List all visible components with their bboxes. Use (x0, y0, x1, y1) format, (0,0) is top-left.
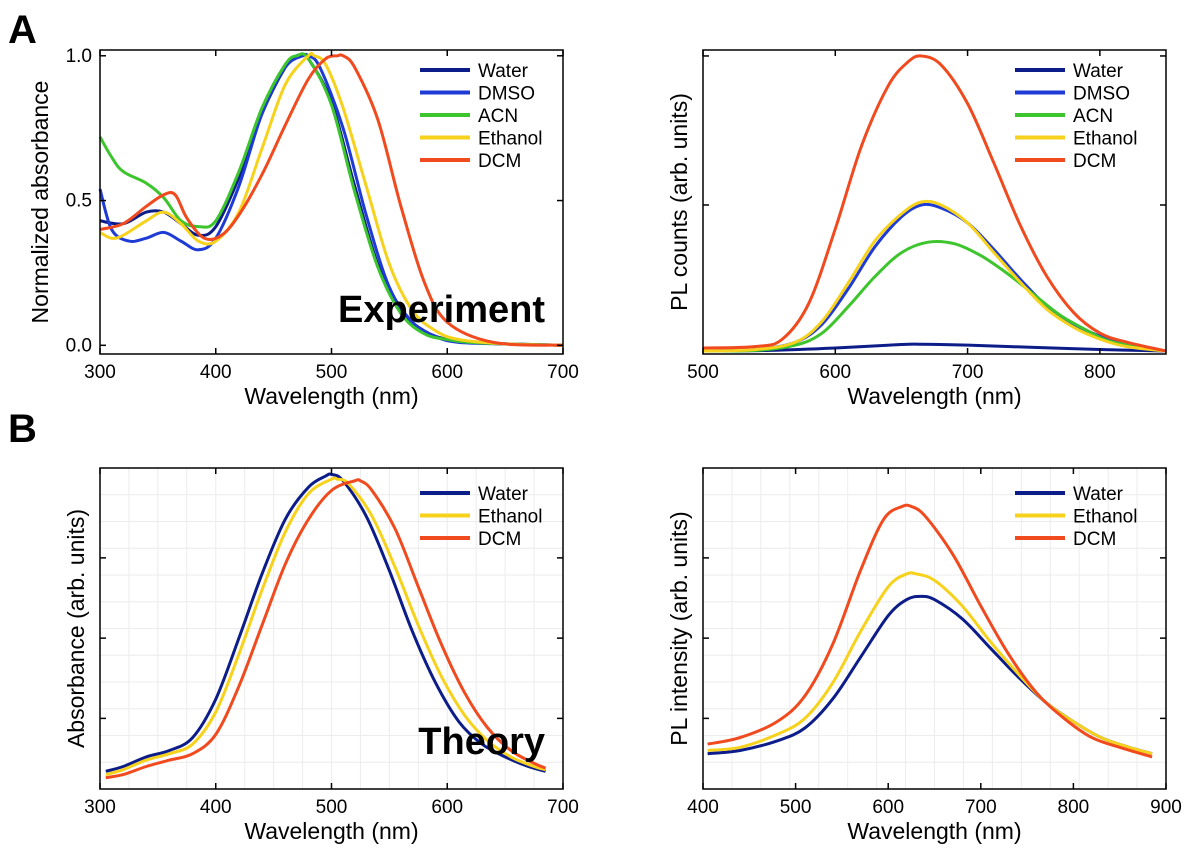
legend-label-dmso: DMSO (1073, 84, 1130, 105)
legend-label-dcm: DCM (478, 529, 521, 550)
exp-absorbance-series-acn (98, 52, 564, 347)
exp-pl-series-acn (702, 239, 1167, 353)
exp-pl-chart: 500 600 700 800 Wavelength (nm) PL counts (ar… (666, 49, 1167, 409)
x-tick-label: 300 (84, 797, 116, 818)
legend-label-water: Water (1073, 484, 1124, 505)
x-tick-label: 500 (316, 797, 348, 818)
x-tick-label: 400 (687, 797, 719, 818)
legend-label-ethanol: Ethanol (478, 129, 542, 150)
x-axis-label: Wavelength (nm) (244, 383, 418, 409)
y-tick-label: 0.0 (66, 335, 92, 356)
panel-label-b: B (8, 407, 37, 451)
x-tick-label: 400 (200, 797, 232, 818)
theory-pl-series-dcm (707, 503, 1153, 759)
legend-label-dcm: DCM (1073, 151, 1116, 172)
theory-absorbance-chart: 300 400 500 600 700 Wavelength (nm) Absorbance… (63, 467, 579, 844)
x-tick-label: 600 (819, 362, 851, 383)
x-tick-label: 500 (780, 797, 812, 818)
legend-label-dcm: DCM (1073, 529, 1116, 550)
exp-absorbance-series-dmso (98, 52, 564, 347)
exp-pl-series-ethanol (702, 199, 1167, 353)
y-axis-label: PL intensity (arb. units) (666, 511, 692, 745)
y-axis-label: PL counts (arb. units) (666, 93, 692, 311)
legend-label-water: Water (478, 61, 529, 82)
y-axis-label: Absorbance (arb. units) (63, 509, 89, 748)
legend-label-acn: ACN (478, 106, 518, 127)
x-tick-label: 700 (965, 797, 997, 818)
legend-label-ethanol: Ethanol (1073, 129, 1137, 150)
x-tick-label: 800 (1058, 797, 1090, 818)
x-tick-label: 600 (431, 362, 463, 383)
theory-absorbance-series-dcm (105, 478, 547, 780)
x-tick-label: 600 (431, 797, 463, 818)
legend-label-dmso: DMSO (478, 84, 535, 105)
y-axis-label: Normalized absorbance (27, 81, 53, 324)
panel-label-a: A (8, 8, 37, 52)
chart-annotation: Experiment (338, 289, 545, 331)
x-tick-label: 500 (316, 362, 348, 383)
x-tick-label: 800 (1084, 362, 1116, 383)
x-tick-label: 300 (84, 362, 116, 383)
legend-label-water: Water (478, 484, 529, 505)
legend-label-water: Water (1073, 61, 1124, 82)
x-tick-label: 500 (687, 362, 719, 383)
x-axis-label: Wavelength (nm) (847, 383, 1021, 409)
x-axis-label: Wavelength (nm) (847, 818, 1021, 844)
y-tick-label: 0.5 (66, 191, 92, 212)
x-tick-label: 400 (200, 362, 232, 383)
theory-pl-series-ethanol (707, 571, 1153, 756)
theory-absorbance-series-ethanol (105, 476, 546, 777)
legend-label-acn: ACN (1073, 106, 1113, 127)
theory-pl-chart: 400 500 600 700 800 900 Wavelength (nm) PL inte… (666, 467, 1182, 844)
exp-absorbance-series-dcm (99, 53, 564, 347)
legend-label-ethanol: Ethanol (478, 507, 542, 528)
x-tick-label: 700 (952, 362, 984, 383)
legend-label-dcm: DCM (478, 151, 521, 172)
exp-pl-series-water (702, 342, 1167, 353)
exp-absorbance-chart: 300 400 500 600 700 0.0 0.5 1.0 Wavelength (nm) N… (27, 46, 579, 409)
x-tick-label: 900 (1150, 797, 1182, 818)
exp-pl-series-dcm (702, 54, 1167, 353)
exp-absorbance-series-ethanol (99, 51, 564, 347)
exp-pl-series-dmso (702, 202, 1167, 353)
x-tick-label: 700 (547, 362, 579, 383)
x-tick-label: 700 (547, 797, 579, 818)
x-axis-label: Wavelength (nm) (244, 818, 418, 844)
x-tick-label: 600 (872, 797, 904, 818)
plot-frame (702, 49, 1167, 355)
chart-annotation: Theory (418, 721, 545, 763)
theory-absorbance-series-water (105, 472, 546, 773)
plot-frame (702, 467, 1167, 790)
legend-label-ethanol: Ethanol (1073, 507, 1137, 528)
y-tick-label: 1.0 (66, 46, 92, 67)
